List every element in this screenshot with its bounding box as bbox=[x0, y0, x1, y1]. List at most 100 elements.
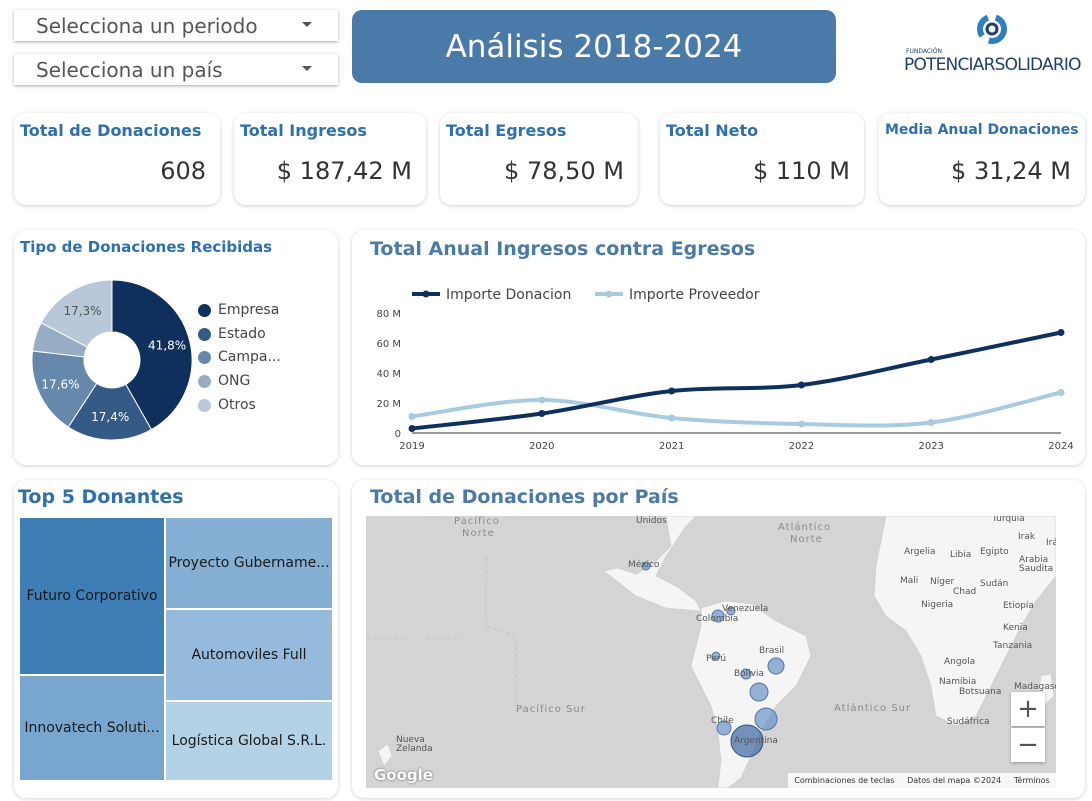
kpi-label: Total Egresos bbox=[446, 121, 567, 140]
legend-dot-icon bbox=[198, 374, 211, 388]
place-label: México bbox=[628, 560, 660, 570]
ocean-label: Atlántico bbox=[778, 522, 832, 533]
kpi-value: 608 bbox=[160, 157, 206, 185]
treemap-label: Proyecto Gubername... bbox=[168, 555, 330, 571]
line-chart-card: Total Anual Ingresos contra Egresos Impo… bbox=[352, 230, 1085, 465]
legend-label: Campa... bbox=[218, 349, 281, 365]
bubble-venezuela bbox=[726, 606, 736, 616]
x-tick-label: 2021 bbox=[659, 441, 684, 452]
series-point-0[interactable] bbox=[1057, 329, 1065, 336]
period-dropdown[interactable]: Selecciona un periodo bbox=[14, 10, 338, 41]
y-tick-label: 40 M bbox=[376, 369, 401, 380]
treemap-cell-innovatech[interactable]: Innovatech Soluti... bbox=[19, 675, 165, 781]
foundation-logo: FUNDACIÓN POTENCIARSOLIDARIO bbox=[900, 8, 1081, 78]
donut-slice-label: 17,6% bbox=[41, 377, 79, 391]
place-label: Colombia bbox=[696, 614, 739, 624]
series-point-1[interactable] bbox=[797, 420, 805, 428]
donut-slice-4[interactable] bbox=[40, 279, 113, 348]
legend-label: Otros bbox=[218, 397, 256, 413]
kpi-label: Total Ingresos bbox=[240, 121, 367, 140]
zoom-in-button[interactable]: + bbox=[1011, 692, 1045, 726]
donut-slice-1[interactable] bbox=[67, 382, 153, 441]
donations-map[interactable]: Pacífico Norte Atlántico Norte Pacífico … bbox=[366, 516, 1056, 788]
legend-item-otros[interactable]: Otros bbox=[198, 397, 256, 413]
series-point-0[interactable] bbox=[408, 425, 416, 432]
bubble-paraguay bbox=[749, 682, 769, 702]
place-label: Perú bbox=[706, 654, 727, 664]
legend-item-estado[interactable]: Estado bbox=[198, 326, 266, 342]
place-label: Madagasc bbox=[1014, 682, 1056, 692]
legend-item-ong[interactable]: ONG bbox=[198, 373, 250, 389]
donut-slice-0[interactable] bbox=[111, 279, 193, 431]
bubble-bolivia bbox=[740, 668, 752, 680]
place-label: Sudáfrica bbox=[947, 717, 990, 727]
place-label: Chile bbox=[711, 716, 734, 726]
legend-label: Estado bbox=[218, 326, 266, 342]
minus-icon: − bbox=[1017, 730, 1039, 760]
place-label: Irak bbox=[1018, 532, 1036, 542]
place-label: Angola bbox=[944, 657, 976, 667]
line-legend-proveedor[interactable]: Importe Proveedor bbox=[595, 287, 760, 303]
place-label: Etiopía bbox=[1003, 601, 1034, 611]
place-label: Libia bbox=[950, 550, 972, 560]
y-tick-label: 20 M bbox=[376, 399, 401, 410]
place-label: Mali bbox=[900, 576, 919, 586]
kpi-card-total-ingresos: Total Ingresos $ 187,42 M bbox=[234, 113, 426, 205]
treemap-cell-logistica-global[interactable]: Logística Global S.R.L. bbox=[165, 701, 333, 781]
bubble-peru bbox=[711, 651, 721, 661]
logo-small-text: FUNDACIÓN bbox=[906, 48, 943, 55]
kpi-value: $ 78,50 M bbox=[504, 157, 624, 185]
treemap-label: Logística Global S.R.L. bbox=[171, 733, 327, 749]
place-label: Chad bbox=[953, 587, 977, 597]
series-point-1[interactable] bbox=[1057, 389, 1065, 396]
kpi-card-media-anual: Media Anual Donaciones $ 31,24 M bbox=[879, 113, 1085, 205]
donut-card: Tipo de Donaciones Recibidas 41,8% 17,4% 1… bbox=[14, 230, 338, 465]
donut-title: Tipo de Donaciones Recibidas bbox=[20, 238, 273, 256]
treemap-cell-automoviles-full[interactable]: Automoviles Full bbox=[165, 609, 333, 701]
treemap-cell-proyecto-gubernamental[interactable]: Proyecto Gubername... bbox=[165, 517, 333, 609]
place-label: Nigeria bbox=[921, 600, 954, 610]
chevron-down-icon bbox=[302, 66, 312, 71]
bubble-brasil bbox=[767, 657, 785, 675]
series-point-0[interactable] bbox=[797, 381, 805, 389]
place-label: Sudán bbox=[980, 579, 1009, 589]
series-point-0[interactable] bbox=[927, 356, 935, 363]
kpi-card-total-donaciones: Total de Donaciones 608 bbox=[14, 113, 220, 205]
place-label: Brasil bbox=[759, 646, 785, 656]
ocean-label: Pacífico bbox=[454, 516, 500, 527]
series-point-1[interactable] bbox=[927, 419, 935, 426]
series-point-1[interactable] bbox=[408, 413, 416, 420]
x-tick-label: 2020 bbox=[529, 441, 554, 452]
legend-item-campana[interactable]: Campa... bbox=[198, 349, 281, 365]
legend-item-empresa[interactable]: Empresa bbox=[198, 302, 279, 318]
legend-label: Importe Donacion bbox=[446, 287, 571, 303]
terms-link[interactable]: Términos bbox=[1013, 776, 1050, 785]
google-logo: Google bbox=[374, 766, 433, 784]
series-point-0[interactable] bbox=[538, 410, 546, 417]
kpi-label: Media Anual Donaciones bbox=[885, 122, 1079, 138]
kpi-label: Total de Donaciones bbox=[20, 121, 202, 140]
donut-slice-label: 41,8% bbox=[148, 338, 186, 352]
place-label: Venezuela bbox=[722, 604, 769, 614]
x-tick-label: 2024 bbox=[1048, 441, 1073, 452]
country-dropdown-label: Selecciona un país bbox=[36, 57, 223, 82]
place-label: Argelia bbox=[904, 547, 936, 557]
ocean-label: Norte bbox=[790, 534, 823, 545]
treemap-title: Top 5 Donantes bbox=[18, 486, 184, 508]
keyboard-shortcuts-link[interactable]: Combinaciones de teclas bbox=[794, 776, 895, 785]
series-point-0[interactable] bbox=[668, 387, 676, 395]
donut-slice-label: 17,4% bbox=[91, 410, 129, 424]
x-tick-label: 2019 bbox=[399, 441, 424, 452]
legend-label: Empresa bbox=[218, 302, 280, 318]
series-point-1[interactable] bbox=[668, 414, 676, 422]
line-legend-donacion[interactable]: Importe Donacion bbox=[412, 287, 571, 303]
country-dropdown[interactable]: Selecciona un país bbox=[14, 54, 338, 85]
treemap-label: Innovatech Soluti... bbox=[24, 720, 160, 736]
series-point-1[interactable] bbox=[538, 396, 546, 404]
kpi-card-total-neto: Total Neto $ 110 M bbox=[660, 113, 864, 205]
bubble-colombia bbox=[711, 609, 725, 623]
place-label: Irán bbox=[1046, 538, 1056, 548]
zoom-out-button[interactable]: − bbox=[1011, 728, 1045, 762]
kpi-value: $ 110 M bbox=[752, 157, 850, 185]
treemap-cell-futuro-corporativo[interactable]: Futuro Corporativo bbox=[19, 517, 165, 675]
